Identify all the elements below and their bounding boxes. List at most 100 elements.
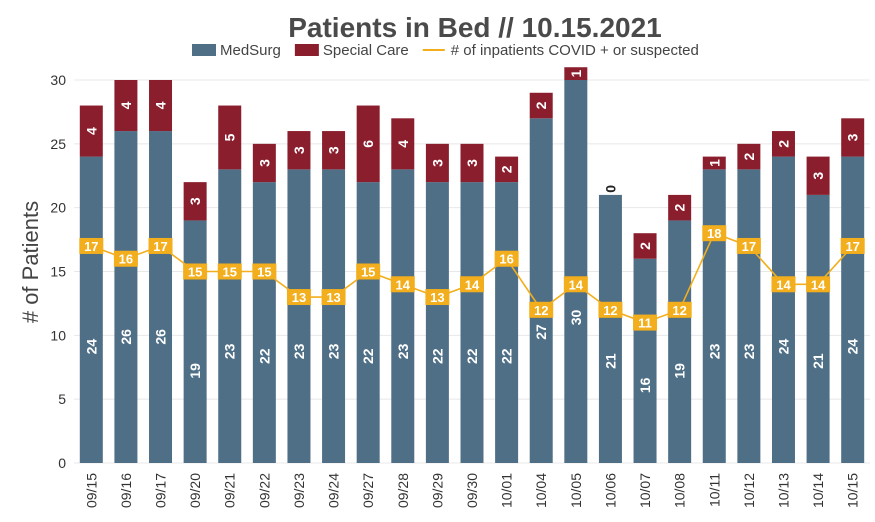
special-care-bar [114, 80, 138, 132]
medsurg-value-label: 19 [187, 363, 203, 379]
special-care-value-label: 2 [533, 101, 549, 109]
medsurg-bar [79, 156, 103, 463]
covid-point [494, 250, 519, 267]
covid-value-label: 14 [811, 277, 826, 292]
special-care-value-label: 2 [775, 140, 791, 148]
covid-value-label: 17 [845, 239, 859, 254]
medsurg-bar [218, 169, 242, 463]
special-care-value-label: 4 [153, 101, 169, 109]
medsurg-value-label: 21 [602, 353, 618, 369]
covid-value-label: 14 [569, 277, 584, 292]
medsurg-value-label: 24 [775, 339, 791, 355]
special-care-value-label: 6 [360, 140, 376, 148]
covid-point [113, 250, 138, 267]
covid-line: 17 16 17 15 15 15 13 13 15 14 13 14 16 12 14 12 11 12 18 17… [79, 225, 865, 331]
medsurg-value-label: 23 [395, 343, 411, 359]
medsurg-bar [425, 182, 449, 463]
medsurg-value-label: 21 [810, 353, 826, 369]
medsurg-bar [529, 118, 553, 464]
legend-swatch [294, 44, 319, 56]
covid-point [356, 263, 381, 280]
special-care-bar [460, 143, 484, 183]
special-care-bar [633, 233, 657, 259]
medsurg-value-label: 23 [222, 343, 238, 359]
bar-labels: 2442642641932352232332332262342232232222… [83, 70, 860, 394]
special-care-bar [737, 143, 761, 170]
medsurg-bar [287, 169, 311, 463]
covid-point [321, 289, 346, 306]
legend-label: # of inpatients COVID + or suspected [451, 42, 699, 59]
special-care-value-label: 2 [499, 165, 515, 173]
x-tick-label: 10/07 [637, 473, 653, 508]
medsurg-bar [322, 169, 346, 463]
special-care-bar [252, 143, 276, 183]
y-axis-label: # of Patients [18, 201, 43, 323]
x-tick-label: 10/14 [810, 473, 826, 508]
covid-point [702, 225, 727, 242]
special-care-bar [149, 80, 173, 132]
x-tick-label: 09/24 [326, 473, 342, 508]
medsurg-bar [114, 131, 138, 464]
covid-point [217, 263, 242, 280]
covid-value-label: 11 [638, 316, 652, 331]
covid-point [633, 314, 658, 331]
y-tick-label: 30 [50, 72, 66, 88]
covid-point [425, 289, 450, 306]
special-care-bar [702, 156, 726, 170]
medsurg-bar [702, 169, 726, 463]
medsurg-bar [668, 220, 692, 463]
covid-value-label: 15 [257, 265, 271, 280]
medsurg-bar [806, 194, 830, 463]
covid-point [598, 301, 623, 318]
special-care-bar [806, 156, 830, 195]
x-tick-label: 10/15 [845, 473, 861, 508]
medsurg-value-label: 22 [429, 348, 445, 364]
medsurg-value-label: 26 [118, 329, 134, 345]
legend: MedSurg Special Care # of inpatients COVID… [192, 42, 699, 59]
special-care-value-label: 2 [672, 204, 688, 212]
x-tick-label: 10/01 [499, 473, 515, 508]
y-axis-ticks: 0 5 10 15 20 25 30 [50, 72, 66, 471]
medsurg-value-label: 24 [845, 339, 861, 355]
special-care-bar [668, 194, 692, 221]
medsurg-value-label: 22 [360, 348, 376, 364]
covid-value-label: 13 [430, 290, 444, 305]
covid-value-label: 16 [119, 252, 133, 267]
medsurg-value-label: 27 [533, 324, 549, 340]
medsurg-value-label: 24 [83, 339, 99, 355]
y-tick-label: 5 [58, 391, 66, 407]
covid-point [252, 263, 277, 280]
medsurg-value-label: 23 [706, 343, 722, 359]
special-care-value-label: 4 [118, 101, 134, 109]
medsurg-bar [737, 169, 761, 463]
covid-value-label: 14 [776, 277, 791, 292]
special-care-value-label: 2 [637, 242, 653, 250]
covid-point [667, 301, 692, 318]
medsurg-value-label: 23 [291, 343, 307, 359]
special-care-bar [183, 182, 207, 221]
special-care-value-label: 3 [429, 159, 445, 167]
special-care-value-label: 5 [222, 133, 238, 141]
covid-point [79, 237, 104, 254]
covid-point [806, 276, 831, 293]
x-axis-ticks: 09/15 09/16 09/17 09/20 09/21 09/22 09/23 09/24… [83, 473, 860, 508]
special-care-value-label: 3 [810, 172, 826, 180]
covid-point [183, 263, 208, 280]
covid-value-label: 15 [188, 265, 202, 280]
medsurg-bar [252, 182, 276, 463]
covid-value-label: 12 [672, 303, 686, 318]
medsurg-bar [460, 182, 484, 463]
y-tick-label: 25 [50, 136, 66, 152]
x-tick-label: 10/06 [602, 473, 618, 508]
covid-point [529, 301, 554, 318]
medsurg-value-label: 23 [741, 343, 757, 359]
covid-point [771, 276, 796, 293]
medsurg-value-label: 22 [499, 348, 515, 364]
covid-value-label: 12 [603, 303, 617, 318]
medsurg-bar [598, 194, 622, 463]
x-tick-label: 09/16 [118, 473, 134, 508]
special-care-bar [564, 67, 588, 80]
special-care-bar [356, 105, 380, 183]
special-care-value-label: 2 [741, 152, 757, 160]
x-tick-label: 09/22 [256, 473, 272, 508]
